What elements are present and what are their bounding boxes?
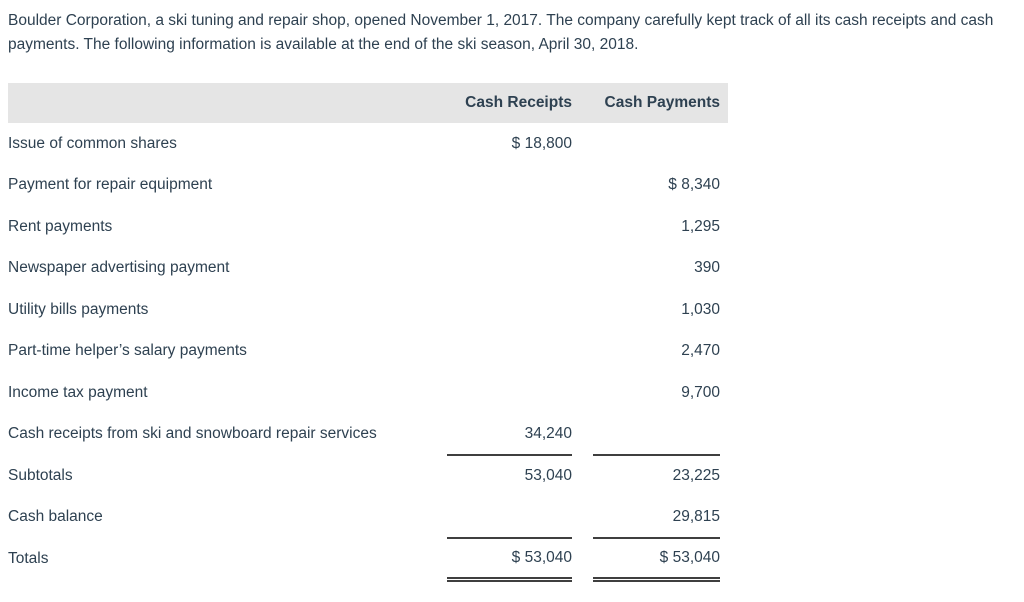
row-end-spacer bbox=[720, 414, 728, 456]
column-gap bbox=[572, 248, 593, 290]
table-row: Issue of common shares $ 18,800 bbox=[8, 123, 728, 165]
cash-payments-value: 390 bbox=[694, 259, 720, 277]
row-label: Totals bbox=[8, 549, 49, 567]
header-end-spacer bbox=[720, 83, 728, 123]
row-label: Cash receipts from ski and snowboard rep… bbox=[8, 425, 377, 443]
row-end-spacer bbox=[720, 455, 728, 497]
cash-receipts-value: 34,240 bbox=[447, 413, 572, 456]
table-row: Totals $ 53,040 $ 53,040 bbox=[8, 538, 728, 582]
row-end-spacer bbox=[720, 289, 728, 331]
table-row: Cash receipts from ski and snowboard rep… bbox=[8, 413, 728, 456]
column-gap bbox=[572, 289, 593, 331]
cash-receipts-value bbox=[447, 331, 572, 373]
cash-receipts-value bbox=[447, 289, 572, 331]
table-row: Utility bills payments 1,030 bbox=[8, 289, 728, 331]
cash-payments-value bbox=[593, 413, 720, 456]
row-end-spacer bbox=[720, 372, 728, 414]
intro-paragraph: Boulder Corporation, a ski tuning and re… bbox=[8, 12, 994, 53]
table-row: Part-time helper’s salary payments 2,470 bbox=[8, 331, 728, 373]
table-body: Issue of common shares $ 18,800 Payment fo… bbox=[8, 123, 728, 582]
row-end-spacer bbox=[720, 331, 728, 373]
cash-receipts-value bbox=[447, 496, 572, 539]
column-gap bbox=[572, 372, 593, 414]
cash-receipts-value bbox=[447, 372, 572, 414]
row-end-spacer bbox=[720, 538, 728, 580]
cash-payments-value: 2,470 bbox=[681, 342, 720, 360]
row-end-spacer bbox=[720, 165, 728, 207]
column-gap bbox=[572, 83, 593, 123]
table-row: Rent payments 1,295 bbox=[8, 206, 728, 248]
row-end-spacer bbox=[720, 206, 728, 248]
row-label: Issue of common shares bbox=[8, 134, 177, 152]
cash-payments-value: $ 53,040 bbox=[593, 538, 720, 582]
row-end-spacer bbox=[720, 248, 728, 290]
cash-payments-value: 9,700 bbox=[681, 383, 720, 401]
row-label: Cash balance bbox=[8, 508, 103, 526]
row-label: Subtotals bbox=[8, 466, 73, 484]
column-gap bbox=[572, 497, 593, 539]
column-gap bbox=[572, 455, 593, 497]
cash-payments-value: 1,030 bbox=[681, 300, 720, 318]
table-row: Income tax payment 9,700 bbox=[8, 372, 728, 414]
table-header-row: Cash Receipts Cash Payments bbox=[8, 83, 728, 123]
cash-payments-value bbox=[593, 123, 720, 165]
empty-header-cell bbox=[8, 83, 447, 123]
cash-receipts-value: 53,040 bbox=[524, 467, 572, 485]
row-label: Income tax payment bbox=[8, 383, 148, 401]
column-gap bbox=[572, 538, 593, 580]
row-label: Utility bills payments bbox=[8, 300, 149, 318]
row-label: Payment for repair equipment bbox=[8, 176, 213, 194]
column-gap bbox=[572, 123, 593, 165]
cash-payments-value: 1,295 bbox=[681, 217, 720, 235]
cash-receipts-value bbox=[447, 206, 572, 248]
cash-payments-column-header: Cash Payments bbox=[593, 83, 720, 123]
row-label: Part-time helper’s salary payments bbox=[8, 342, 247, 360]
cash-receipts-value: $ 18,800 bbox=[511, 134, 572, 152]
cash-receipts-column-header: Cash Receipts bbox=[447, 83, 572, 123]
cash-payments-value: 23,225 bbox=[672, 467, 720, 485]
row-end-spacer bbox=[720, 497, 728, 539]
cash-receipts-value: $ 53,040 bbox=[447, 538, 572, 582]
column-gap bbox=[572, 165, 593, 207]
column-gap bbox=[572, 414, 593, 456]
row-label: Newspaper advertising payment bbox=[8, 259, 230, 277]
column-gap bbox=[572, 331, 593, 373]
cash-payments-value: $ 8,340 bbox=[668, 176, 720, 194]
table-row: Payment for repair equipment $ 8,340 bbox=[8, 165, 728, 207]
column-gap bbox=[572, 206, 593, 248]
row-label: Rent payments bbox=[8, 217, 113, 235]
table-row: Newspaper advertising payment 390 bbox=[8, 248, 728, 290]
cash-receipts-value bbox=[447, 248, 572, 290]
table-row: Cash balance 29,815 bbox=[8, 496, 728, 539]
row-end-spacer bbox=[720, 123, 728, 165]
cash-receipts-value bbox=[447, 165, 572, 207]
table-row: Subtotals 53,040 23,225 bbox=[8, 455, 728, 497]
cash-payments-value: 29,815 bbox=[593, 496, 720, 539]
cash-receipts-payments-table: Cash Receipts Cash Payments Issue of com… bbox=[8, 83, 728, 582]
